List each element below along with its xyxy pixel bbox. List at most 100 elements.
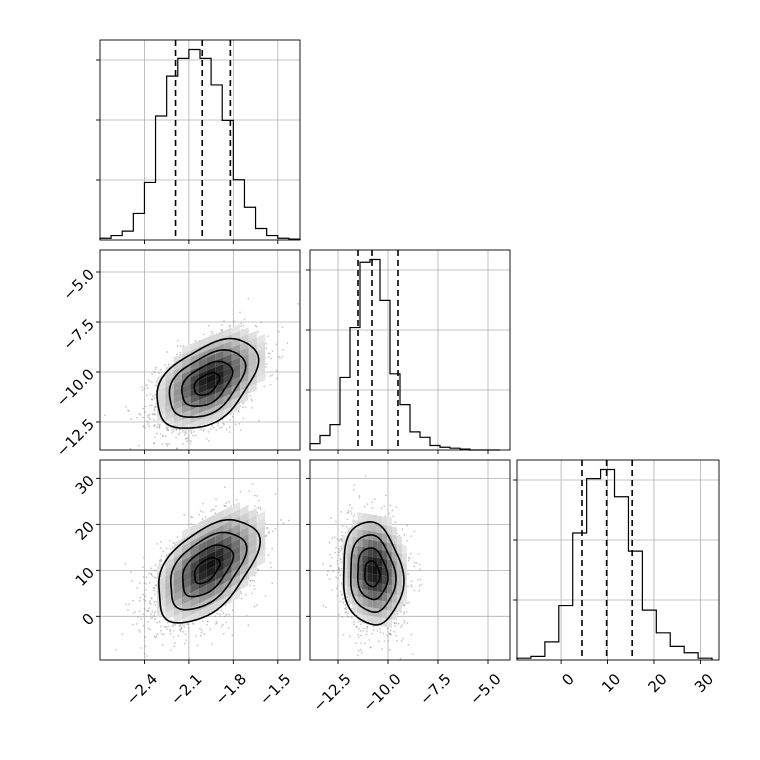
scatter-point: [336, 538, 339, 541]
scatter-point: [147, 627, 150, 630]
scatter-point: [139, 631, 141, 633]
scatter-point: [148, 602, 151, 605]
scatter-point: [177, 339, 180, 342]
density-cell: [256, 518, 266, 530]
scatter-point: [269, 375, 272, 377]
density-cell: [181, 556, 191, 569]
scatter-point: [232, 415, 234, 418]
density-cell: [248, 537, 257, 549]
scatter-point: [383, 640, 386, 643]
scatter-point: [353, 484, 356, 486]
scatter-point: [160, 632, 163, 635]
scatter-point: [251, 579, 254, 582]
density-content: [104, 297, 299, 450]
density-cell: [206, 373, 216, 384]
scatter-point: [201, 518, 204, 520]
density-cell: [190, 393, 199, 404]
scatter-point: [173, 642, 176, 645]
density-cell: [190, 373, 199, 384]
density-cell: [198, 547, 207, 560]
scatter-point: [199, 627, 201, 630]
density-cell: [215, 509, 224, 522]
scatter-point: [220, 610, 223, 612]
contour-line: [170, 531, 248, 611]
scatter-point: [279, 357, 281, 360]
scatter-point: [373, 498, 376, 501]
scatter-point: [144, 427, 146, 430]
scatter-point: [335, 520, 337, 523]
scatter-point: [202, 502, 205, 505]
scatter-point: [247, 297, 250, 300]
y-tick-label: 30: [72, 472, 98, 498]
x-tick-label: 0: [558, 670, 577, 689]
scatter-point: [355, 626, 358, 628]
scatter-point: [209, 510, 212, 512]
density-cell: [362, 555, 368, 565]
scatter-point: [344, 611, 347, 614]
scatter-point: [411, 653, 414, 656]
scatter-point: [371, 632, 374, 635]
scatter-point: [229, 418, 232, 421]
density-cell: [231, 523, 241, 536]
density-cell: [206, 543, 216, 556]
scatter-point: [358, 627, 360, 630]
scatter-point: [343, 607, 346, 610]
scatter-point: [128, 409, 130, 412]
density-cell: [181, 383, 191, 394]
density-cell: [190, 406, 199, 417]
scatter-point: [280, 519, 282, 521]
density-cell: [173, 582, 182, 595]
scatter-point: [166, 445, 169, 448]
density-cell: [231, 390, 241, 401]
density-cell: [223, 505, 232, 518]
density-cell: [173, 387, 182, 398]
scatter-point: [225, 613, 228, 616]
density-cell: [181, 549, 191, 561]
density-cell: [347, 594, 353, 605]
density-cell: [362, 597, 368, 607]
scatter-point: [215, 622, 218, 625]
scatter-point: [340, 510, 343, 513]
scatter-point: [156, 426, 159, 429]
density-cell: [206, 602, 216, 615]
scatter-point: [258, 499, 260, 502]
scatter-point: [401, 528, 404, 531]
scatter-point: [270, 357, 273, 360]
scatter-point: [158, 563, 161, 565]
density-cell: [223, 535, 232, 547]
scatter-point: [229, 426, 231, 429]
scatter-point: [146, 384, 149, 387]
scatter-point: [282, 522, 285, 524]
scatter-point: [359, 649, 362, 651]
density-cell: [240, 563, 249, 576]
histogram-panel-1: [306, 249, 511, 454]
scatter-point: [362, 629, 365, 632]
scatter-point: [145, 576, 148, 579]
scatter-point: [175, 353, 178, 356]
y-tick-label: −10.0: [53, 365, 98, 410]
scatter-point: [340, 582, 343, 585]
scatter-point: [124, 406, 127, 408]
density-cell: [357, 512, 363, 522]
scatter-point: [413, 565, 416, 568]
scatter-point: [121, 633, 124, 636]
density-cell: [181, 357, 191, 368]
scatter-point: [336, 569, 339, 572]
scatter-point: [366, 503, 369, 506]
scatter-point: [215, 505, 217, 508]
scatter-point: [215, 498, 217, 501]
scatter-point: [136, 616, 139, 619]
scatter-point: [267, 335, 269, 338]
scatter-point: [371, 501, 374, 504]
scatter-point: [163, 625, 166, 628]
density-cell: [367, 539, 373, 549]
scatter-point: [196, 644, 199, 647]
scatter-point: [254, 494, 256, 497]
scatter-point: [405, 611, 408, 613]
scatter-point: [353, 513, 356, 516]
density-cell: [231, 396, 241, 407]
scatter-point: [331, 537, 334, 540]
scatter-point: [211, 424, 214, 427]
scatter-point: [359, 630, 362, 632]
scatter-point: [104, 414, 106, 417]
